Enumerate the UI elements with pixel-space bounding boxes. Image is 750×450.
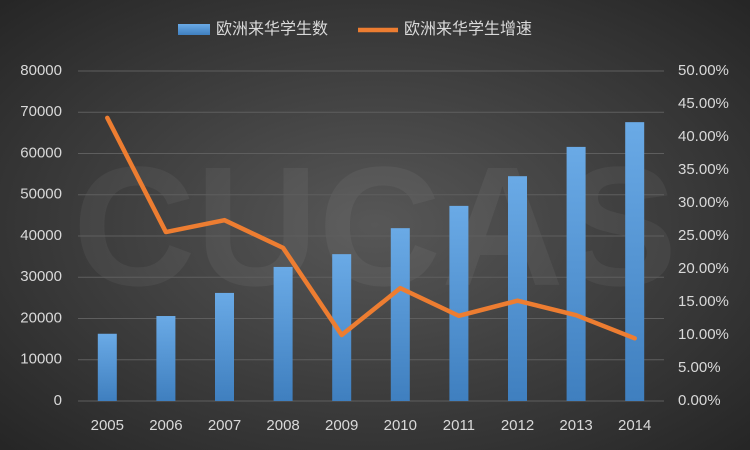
legend-label: 欧洲来华学生增速 <box>404 20 532 38</box>
y2-tick-label: 15.00% <box>678 293 729 310</box>
bar <box>449 205 469 401</box>
y-tick-label: 50000 <box>20 186 62 203</box>
bar <box>566 146 586 401</box>
x-tick-label: 2007 <box>208 417 241 434</box>
y2-tick-label: 0.00% <box>678 392 721 409</box>
line <box>105 115 637 341</box>
y2-tick-label: 45.00% <box>678 95 729 112</box>
y-tick-label: 30000 <box>20 268 62 285</box>
x-tick-label: 2005 <box>91 417 124 434</box>
legend-swatch <box>178 24 210 35</box>
bar <box>273 266 293 401</box>
y2-tick-label: 25.00% <box>678 227 729 244</box>
bar <box>390 228 410 401</box>
y-tick-label: 60000 <box>20 144 62 161</box>
bar <box>625 122 645 402</box>
x-tick-label: 2014 <box>618 417 651 434</box>
bar <box>215 292 234 401</box>
y2-tick-label: 50.00% <box>678 62 729 79</box>
bar <box>97 333 117 401</box>
x-tick-label: 2013 <box>559 417 592 434</box>
legend-label: 欧洲来华学生数 <box>216 20 328 38</box>
y-tick-label: 80000 <box>20 62 62 79</box>
y-tick-label: 10000 <box>20 351 62 368</box>
y-tick-label: 20000 <box>20 309 62 326</box>
y-tick-label: 0 <box>54 392 62 409</box>
x-tick-label: 2011 <box>443 417 475 434</box>
y2-tick-label: 35.00% <box>678 161 729 178</box>
y2-tick-label: 30.00% <box>678 194 729 211</box>
bar <box>332 254 352 401</box>
y2-tick-label: 20.00% <box>678 260 729 277</box>
bar <box>508 176 527 401</box>
x-tick-label: 2010 <box>384 417 417 434</box>
x-tick-label: 2009 <box>325 417 358 434</box>
y-tick-label: 40000 <box>20 227 62 244</box>
x-tick-label: 2006 <box>149 417 182 434</box>
y2-tick-label: 5.00% <box>678 359 721 376</box>
y-tick-label: 70000 <box>20 103 62 120</box>
bar <box>156 316 176 401</box>
y2-tick-label: 40.00% <box>678 128 729 145</box>
y2-tick-label: 10.00% <box>678 326 729 343</box>
x-tick-label: 2012 <box>501 417 534 434</box>
x-tick-label: 2008 <box>266 417 299 434</box>
